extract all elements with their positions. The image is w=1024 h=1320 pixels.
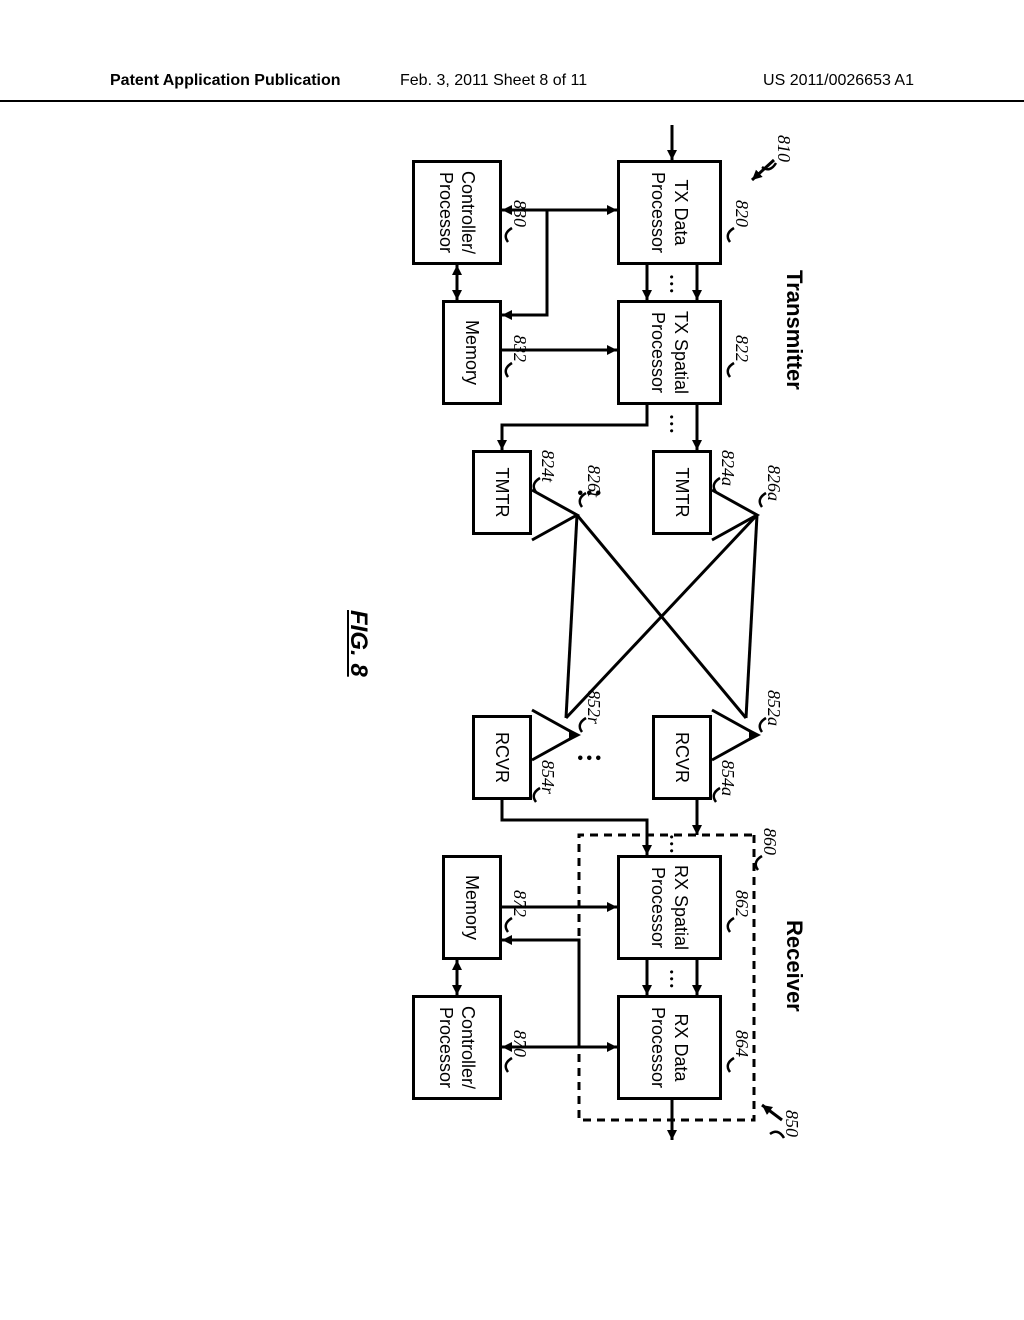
block-tx_ctrl: Controller/ Processor [412,160,502,265]
ref-tmtr_a: 824a [717,450,738,486]
ref-tx_ctrl: 830 [509,200,530,227]
ref-rx_mem: 872 [509,890,530,917]
transmitter-title: Transmitter [781,270,807,390]
block-rx_spatial: RX Spatial Processor [617,855,722,960]
ref-tx_spatial: 822 [731,335,752,362]
block-rx_data: RX Data Processor [617,995,722,1100]
continuation-dots: • • • [665,275,677,293]
figure-canvas: • • •• • •• • •• • •• • •• • •TX Data Pr… [122,120,902,1200]
ref-rcvr_a: 854a [717,760,738,796]
block-rx_mem: Memory [442,855,502,960]
block-tx_mem: Memory [442,300,502,405]
ref-ant_tx_t: 826t [583,465,604,497]
ref-rcvr_r: 854r [537,760,558,794]
ref-ant_rx_r: 852r [583,690,604,724]
block-tx_spatial: TX Spatial Processor [617,300,722,405]
ref-rx_ctrl: 870 [509,1030,530,1057]
figure-rotation-wrap: • • •• • •• • •• • •• • •• • •TX Data Pr… [0,0,1024,1320]
ref-rx_data: 864 [731,1030,752,1057]
block-tmtr_a: TMTR [652,450,712,535]
ref-tx_mem: 832 [509,335,530,362]
ref-ant_rx_a: 852a [763,690,784,726]
ref-rx_proc: 860 [759,828,780,855]
ref-rx_spatial: 862 [731,890,752,917]
block-tx_data: TX Data Processor [617,160,722,265]
ref-tx_entity: 810 [773,135,794,162]
block-rcvr_r: RCVR [472,715,532,800]
receiver-title: Receiver [781,920,807,1012]
continuation-dots: • • • [665,970,677,988]
figure-number: FIG. 8 [344,610,372,677]
ref-rx_entity: 850 [781,1110,802,1137]
continuation-dots: • • • [665,415,677,433]
page-root: Patent Application Publication Feb. 3, 2… [0,0,1024,1320]
continuation-dots: • • • [575,755,602,761]
block-rcvr_a: RCVR [652,715,712,800]
continuation-dots: • • • [665,835,677,853]
block-rx_ctrl: Controller/ Processor [412,995,502,1100]
ref-tmtr_t: 824t [537,450,558,482]
block-tmtr_t: TMTR [472,450,532,535]
ref-tx_data: 820 [731,200,752,227]
ref-ant_tx_a: 826a [763,465,784,501]
